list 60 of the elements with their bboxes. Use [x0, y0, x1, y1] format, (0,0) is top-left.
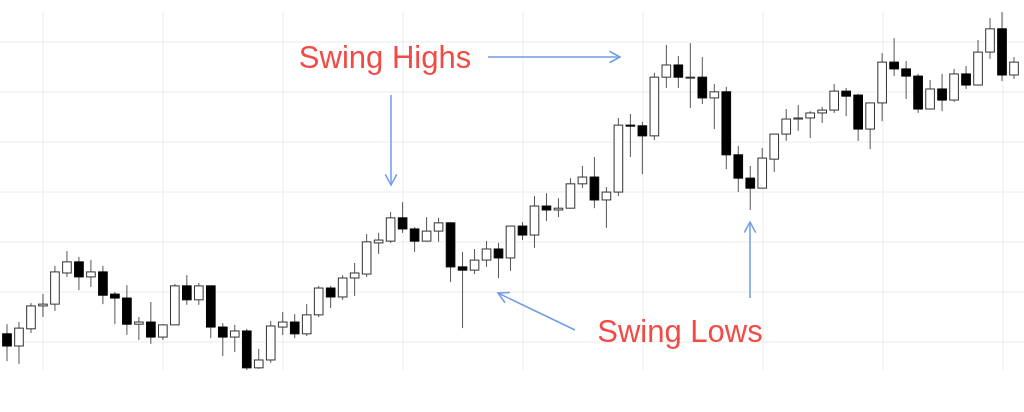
candlestick: [805, 110, 816, 139]
candlestick: [625, 113, 636, 158]
candlestick: [901, 60, 911, 100]
candlestick: [577, 165, 588, 189]
candlestick: [289, 313, 300, 339]
candlestick: [38, 293, 48, 318]
candlestick: [14, 321, 24, 365]
candlestick: [961, 65, 971, 90]
candlestick: [709, 83, 720, 130]
candlestick: [373, 232, 384, 255]
candlestick: [229, 324, 240, 353]
candlestick: [337, 274, 348, 301]
candlestick: [86, 259, 96, 288]
candlestick: [481, 240, 492, 268]
candlestick: [146, 301, 156, 345]
candlestick: [397, 201, 408, 234]
candlestick: [985, 17, 995, 60]
candlestick: [781, 108, 792, 142]
candlestick: [553, 197, 564, 218]
candlestick: [673, 55, 684, 89]
candlestick: [493, 242, 504, 279]
candlestick: [925, 79, 935, 110]
candlestick: [421, 216, 432, 242]
annotation: Swing Lows: [597, 314, 763, 349]
candlestick: [829, 83, 839, 114]
candlestick: [433, 217, 444, 243]
candlestick: [589, 156, 600, 209]
candlestick: [937, 73, 947, 112]
candlestick: [745, 165, 756, 211]
candlestick: [182, 274, 192, 306]
candlestick: [409, 226, 420, 253]
candlestick: [110, 291, 120, 325]
candlestick: [733, 145, 744, 193]
candlestick: [74, 256, 84, 291]
candlestick: [26, 302, 36, 334]
candlestick: [541, 192, 552, 222]
candlestick: [457, 251, 468, 329]
candlestick: [325, 285, 336, 309]
candlestick: [98, 265, 108, 305]
candlestick: [601, 186, 612, 229]
candlestick: [469, 248, 480, 275]
candlestick: [301, 303, 312, 337]
candlestick: [889, 37, 899, 77]
candlestick: [793, 104, 804, 132]
candlestick: [697, 56, 708, 105]
candlestick: [841, 87, 851, 117]
annotation: Swing Highs: [298, 40, 472, 75]
candlestick: [349, 262, 360, 297]
candlestick: [193, 282, 204, 306]
candlestick: [685, 42, 696, 109]
candlestick: [1009, 56, 1019, 80]
candlestick: [661, 44, 672, 89]
candlestick: [277, 311, 288, 336]
candlestick: [637, 121, 648, 175]
candlestick: [62, 250, 72, 278]
candlestick: [134, 316, 144, 341]
candlestick: [385, 211, 396, 244]
candlestick: [253, 348, 264, 370]
candlestick: [217, 322, 228, 357]
candlestick: [2, 323, 12, 362]
